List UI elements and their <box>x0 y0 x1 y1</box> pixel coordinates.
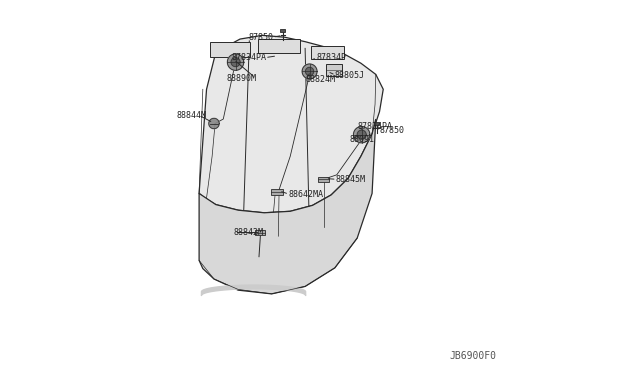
Polygon shape <box>231 58 240 67</box>
Polygon shape <box>258 39 300 53</box>
Text: 87850: 87850 <box>380 126 404 135</box>
Polygon shape <box>310 45 344 59</box>
Polygon shape <box>302 64 317 79</box>
Polygon shape <box>255 230 264 235</box>
Polygon shape <box>353 126 370 143</box>
Text: 87850: 87850 <box>248 33 273 42</box>
Polygon shape <box>305 67 314 76</box>
Bar <box>280 29 285 32</box>
Polygon shape <box>209 118 219 129</box>
Polygon shape <box>227 54 244 70</box>
Text: 87834PA: 87834PA <box>357 122 392 131</box>
Bar <box>326 64 342 76</box>
Text: 88805J: 88805J <box>335 71 365 80</box>
Polygon shape <box>199 119 376 294</box>
Text: 88824M: 88824M <box>305 76 335 84</box>
Polygon shape <box>271 189 283 195</box>
Polygon shape <box>357 130 366 139</box>
Polygon shape <box>199 35 383 213</box>
Polygon shape <box>209 42 250 57</box>
Text: 88091: 88091 <box>349 135 374 144</box>
Bar <box>374 122 379 125</box>
Polygon shape <box>318 177 330 182</box>
Text: 87834PA: 87834PA <box>231 53 266 62</box>
Text: JB6900F0: JB6900F0 <box>450 351 497 361</box>
Text: 88845M: 88845M <box>336 175 366 184</box>
Text: 88890M: 88890M <box>227 74 257 83</box>
Text: 88842M: 88842M <box>234 228 264 237</box>
Text: 87834P: 87834P <box>316 53 346 62</box>
Text: 88642MA: 88642MA <box>289 190 323 199</box>
Text: 88844M: 88844M <box>177 111 207 120</box>
